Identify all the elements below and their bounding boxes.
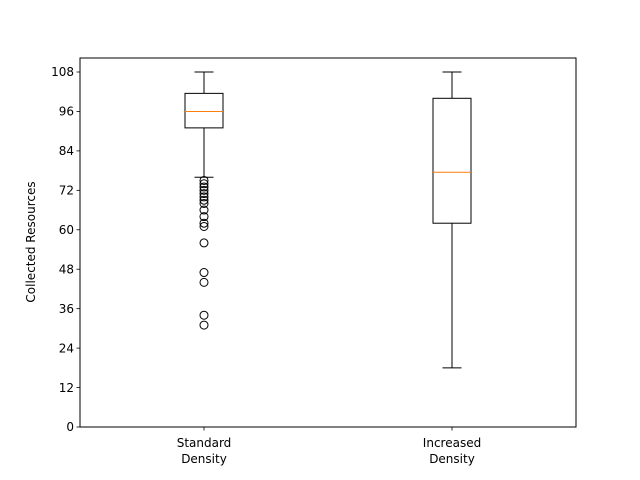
y-tick-label: 108	[51, 65, 74, 79]
y-tick-label: 24	[59, 341, 74, 355]
outlier-point	[199, 221, 209, 231]
outlier-point	[199, 218, 209, 228]
x-tick-label: Density	[181, 452, 227, 466]
x-tick-label: Standard	[177, 436, 232, 450]
outlier-point	[199, 198, 209, 208]
y-tick-label: 12	[59, 381, 74, 395]
y-tick-label: 48	[59, 262, 74, 276]
x-tick-label: Increased	[423, 436, 481, 450]
x-tick-label: Density	[429, 452, 475, 466]
y-tick-label: 60	[59, 223, 74, 237]
outlier-point	[199, 238, 209, 248]
plot-area	[80, 58, 576, 427]
boxes-group	[184, 71, 472, 369]
y-tick-label: 0	[66, 420, 74, 434]
y-tick-label: 84	[59, 144, 74, 158]
outlier-point	[199, 175, 209, 185]
y-axis-label: Collected Resources	[24, 181, 38, 302]
outlier-point	[199, 320, 209, 330]
plot-frame	[79, 57, 577, 428]
outlier-point	[199, 310, 209, 320]
outlier-point	[199, 192, 209, 202]
y-tick-label: 36	[59, 302, 74, 316]
outlier-point	[199, 189, 209, 199]
outlier-point	[199, 205, 209, 215]
y-axis: 0 12 24 36 48 60 72 84 96 108	[51, 65, 80, 434]
outlier-point	[199, 268, 209, 278]
outlier-point	[199, 179, 209, 189]
box-iqr	[432, 97, 472, 224]
y-tick-label: 96	[59, 105, 74, 119]
box-iqr	[184, 92, 224, 129]
outlier-point	[199, 182, 209, 192]
x-axis: Standard Density Increased Density	[177, 427, 481, 466]
outlier-point	[199, 277, 209, 287]
outlier-point	[199, 195, 209, 205]
y-tick-label: 72	[59, 184, 74, 198]
outlier-point	[199, 212, 209, 222]
outlier-point	[199, 185, 209, 195]
